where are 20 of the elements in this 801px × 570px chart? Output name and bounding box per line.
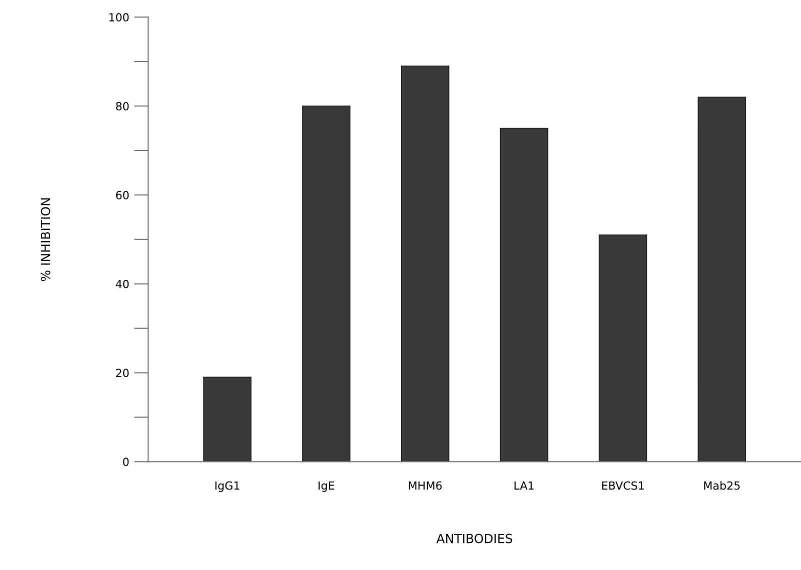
y-axis-title: % INHIBITION [40,198,50,282]
y-tick-label: 0 [123,458,129,466]
x-tick-label: IgG1 [215,481,240,492]
x-tick-label: Mab25 [704,481,740,490]
bar [400,66,450,462]
y-tick-label: 20 [116,368,129,378]
x-axis-title: ANTIBODIES [436,534,512,544]
bar [500,128,548,462]
bar [698,96,746,462]
x-tick-label: EBVCS1 [602,481,644,490]
x-tick-label: IgE [318,481,334,492]
y-tick-label: 60 [116,190,129,200]
y-tick-label: 80 [116,102,129,110]
bar [302,106,350,462]
bar [203,376,252,462]
x-tick-label: MHM6 [408,481,442,490]
bar [598,234,648,462]
y-tick-label: 40 [116,280,129,288]
y-tick-label: 100 [109,13,129,22]
x-tick-label: LA1 [514,481,534,490]
